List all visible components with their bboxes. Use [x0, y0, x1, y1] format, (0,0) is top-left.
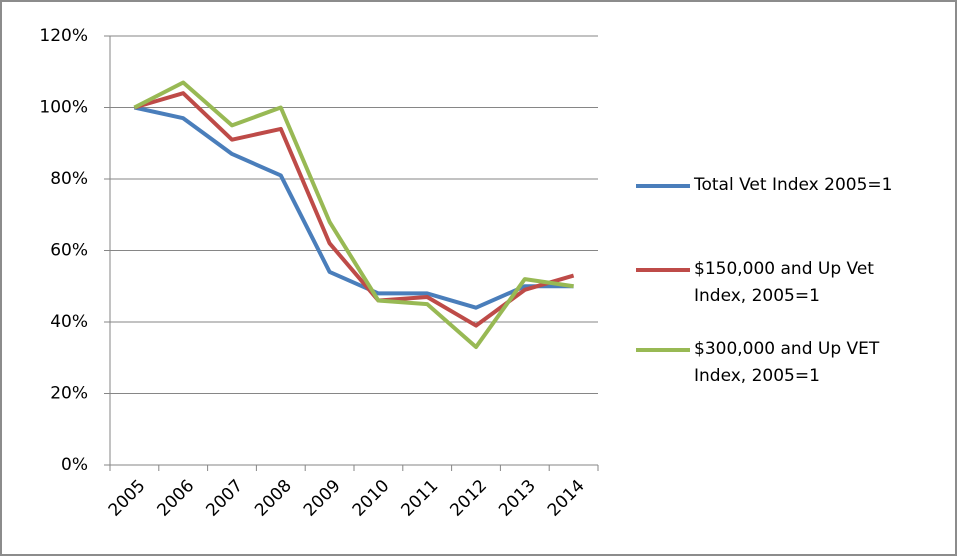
y-tick-label: 80% [50, 169, 88, 189]
y-tick-label: 0% [61, 455, 88, 475]
series-line [133, 105, 574, 310]
series-line [133, 91, 575, 328]
legend-label: $300,000 and Up VET Index, 2005=1 [694, 339, 880, 386]
y-tick-label: 40% [50, 312, 88, 332]
y-tick-label: 100% [39, 98, 88, 118]
y-tick-label: 20% [50, 384, 88, 404]
y-tick-label: 60% [50, 241, 88, 261]
legend-label: Total Vet Index 2005=1 [694, 175, 893, 195]
series-line [133, 80, 574, 350]
legend-label: $150,000 and Up Vet Index, 2005=1 [694, 259, 874, 306]
y-tick-label: 120% [39, 26, 88, 46]
